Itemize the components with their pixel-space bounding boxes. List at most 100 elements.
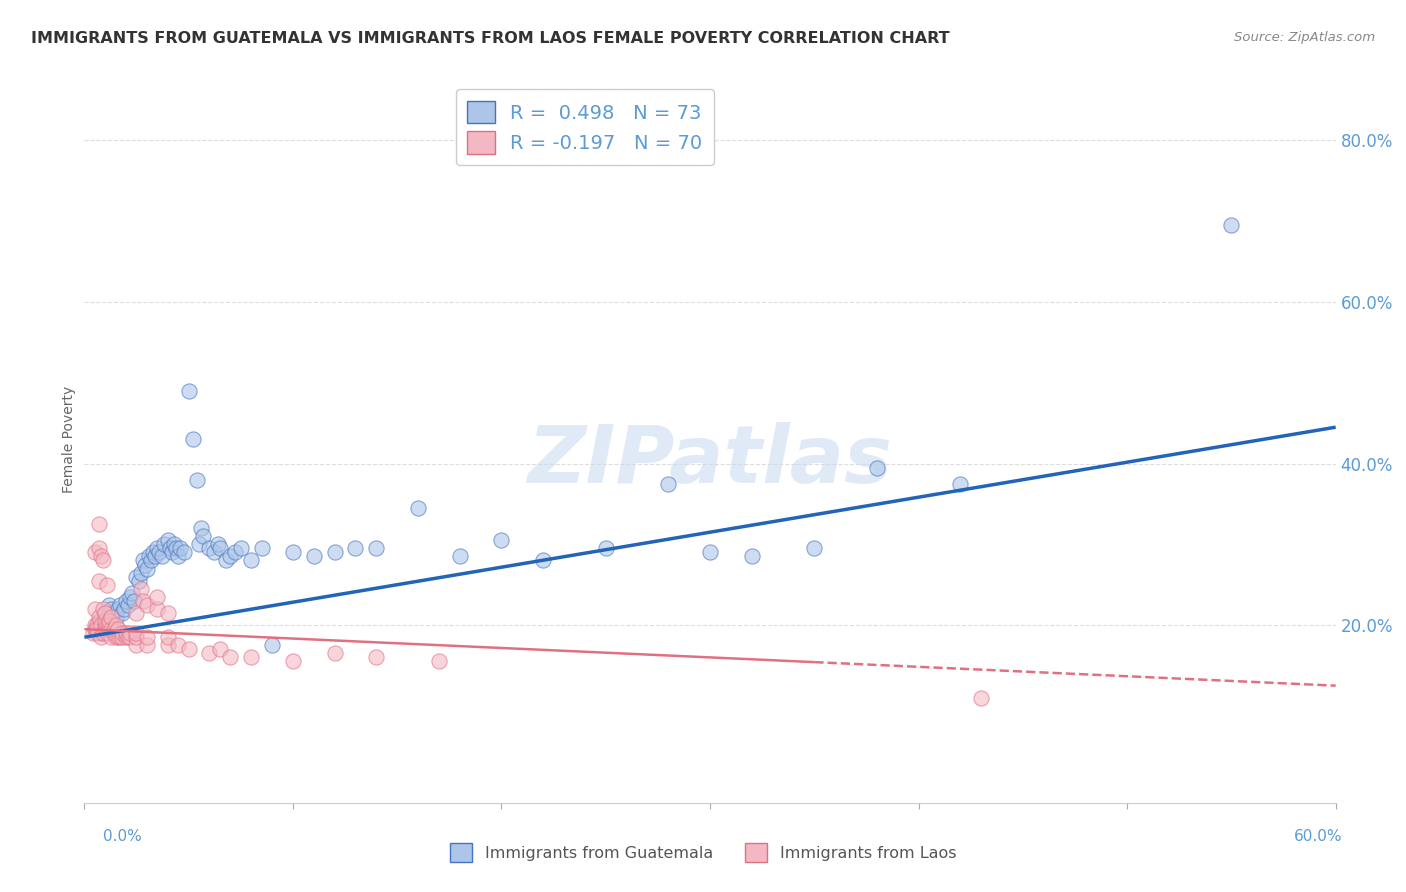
Text: 60.0%: 60.0% <box>1295 830 1343 844</box>
Y-axis label: Female Poverty: Female Poverty <box>62 385 76 493</box>
Point <box>90 626 112 640</box>
Point <box>146 541 169 556</box>
Point <box>142 545 165 559</box>
Point <box>124 594 146 608</box>
Point <box>188 537 211 551</box>
Point <box>94 606 117 620</box>
Point <box>177 384 200 398</box>
Point <box>98 598 121 612</box>
Point <box>91 553 114 567</box>
Point <box>208 642 231 657</box>
Point <box>94 618 117 632</box>
Point <box>657 476 679 491</box>
Point <box>86 626 108 640</box>
Point <box>427 655 450 669</box>
Point <box>207 537 229 551</box>
Legend: Immigrants from Guatemala, Immigrants from Laos: Immigrants from Guatemala, Immigrants fr… <box>443 837 963 868</box>
Point <box>128 574 150 588</box>
Text: ZIPatlas: ZIPatlas <box>527 422 893 500</box>
Point <box>595 541 617 556</box>
Point <box>169 541 191 556</box>
Point <box>94 606 117 620</box>
Point <box>111 630 134 644</box>
Point <box>163 537 186 551</box>
Point <box>156 630 179 644</box>
Point <box>94 622 117 636</box>
Point <box>148 545 170 559</box>
Point <box>156 533 179 548</box>
Point <box>165 541 187 556</box>
Point <box>219 650 242 665</box>
Point <box>115 594 138 608</box>
Point <box>177 642 200 657</box>
Point <box>87 610 110 624</box>
Point <box>90 630 112 644</box>
Point <box>125 626 148 640</box>
Point <box>107 622 129 636</box>
Point <box>104 630 127 644</box>
Point <box>132 553 155 567</box>
Point <box>115 626 138 640</box>
Point <box>132 594 155 608</box>
Point <box>120 630 142 644</box>
Point <box>96 618 118 632</box>
Point <box>156 606 179 620</box>
Point <box>98 622 121 636</box>
Point <box>803 541 825 556</box>
Point <box>302 549 325 564</box>
Point <box>104 610 127 624</box>
Point <box>111 606 134 620</box>
Point <box>866 460 889 475</box>
Point <box>83 545 105 559</box>
Point <box>198 646 221 660</box>
Point <box>83 622 105 636</box>
Point <box>86 618 108 632</box>
Point <box>117 630 139 644</box>
Point <box>281 655 304 669</box>
Point <box>134 558 156 572</box>
Point <box>100 622 122 636</box>
Legend: R =  0.498   N = 73, R = -0.197   N = 70: R = 0.498 N = 73, R = -0.197 N = 70 <box>456 89 714 165</box>
Point <box>281 545 304 559</box>
Point <box>323 646 346 660</box>
Point <box>100 610 122 624</box>
Point <box>107 602 129 616</box>
Point <box>112 602 135 616</box>
Point <box>136 630 159 644</box>
Point <box>160 545 183 559</box>
Point <box>129 566 152 580</box>
Point <box>136 598 159 612</box>
Point <box>83 622 105 636</box>
Point <box>198 541 221 556</box>
Point <box>323 545 346 559</box>
Point <box>215 553 238 567</box>
Point <box>100 602 122 616</box>
Point <box>146 602 169 616</box>
Point <box>229 541 252 556</box>
Point <box>159 541 181 556</box>
Point <box>103 626 125 640</box>
Point <box>98 618 121 632</box>
Point <box>531 553 554 567</box>
Text: IMMIGRANTS FROM GUATEMALA VS IMMIGRANTS FROM LAOS FEMALE POVERTY CORRELATION CHA: IMMIGRANTS FROM GUATEMALA VS IMMIGRANTS … <box>31 31 949 46</box>
Point <box>181 432 204 446</box>
Point <box>152 537 174 551</box>
Point <box>90 618 112 632</box>
Point <box>190 521 212 535</box>
Point <box>94 614 117 628</box>
Point <box>120 626 142 640</box>
Point <box>107 630 129 644</box>
Point <box>87 541 110 556</box>
Point <box>83 618 105 632</box>
Point <box>111 626 134 640</box>
Point <box>86 622 108 636</box>
Point <box>91 626 114 640</box>
Point <box>240 553 263 567</box>
Point <box>136 561 159 575</box>
Point <box>108 598 131 612</box>
Point <box>83 602 105 616</box>
Point <box>167 549 190 564</box>
Point <box>366 650 388 665</box>
Point <box>167 638 190 652</box>
Text: 0.0%: 0.0% <box>103 830 142 844</box>
